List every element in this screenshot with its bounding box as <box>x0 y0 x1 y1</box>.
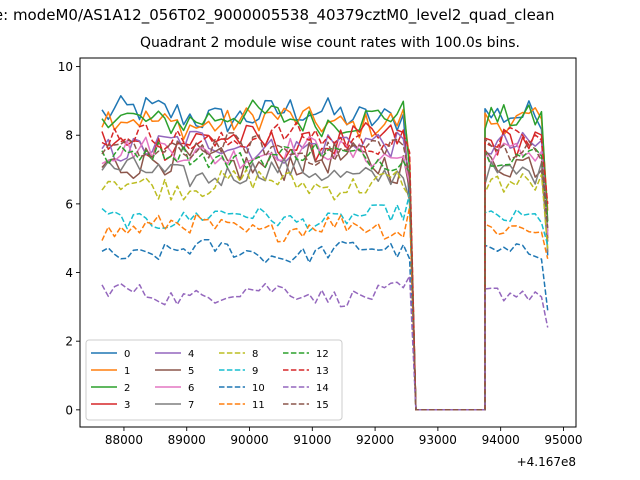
legend-label-4: 4 <box>188 349 194 360</box>
y-tick-label: 6 <box>65 197 73 211</box>
series-line-10 <box>101 238 549 411</box>
y-tick-label: 2 <box>65 335 73 349</box>
legend-label-14: 14 <box>316 383 329 394</box>
chart-title: Quadrant 2 module wise count rates with … <box>140 35 520 51</box>
legend-label-0: 0 <box>124 349 130 360</box>
legend-label-1: 1 <box>124 366 130 377</box>
x-tick-label: 94000 <box>482 433 520 447</box>
legend-label-6: 6 <box>188 383 194 394</box>
x-tick-label: 90000 <box>230 433 268 447</box>
series-layer <box>101 95 549 411</box>
y-tick-label: 0 <box>65 403 73 417</box>
x-tick-label: 92000 <box>356 433 394 447</box>
x-tick-label: 93000 <box>419 433 457 447</box>
legend-label-5: 5 <box>188 366 194 377</box>
series-line-15 <box>101 132 549 411</box>
legend-label-15: 15 <box>316 400 329 411</box>
legend-label-8: 8 <box>252 349 258 360</box>
legend-label-10: 10 <box>252 383 265 394</box>
axes-frame <box>79 57 577 428</box>
y-tick-label: 4 <box>65 266 73 280</box>
y-tick-label: 8 <box>65 129 73 143</box>
legend-label-13: 13 <box>316 366 329 377</box>
ticks-layer: 88000 89000 90000 91000 92000 93000 94000 95000… <box>58 60 583 447</box>
y-tick-label: 10 <box>58 60 73 74</box>
x-offset-label: +4.167e8 <box>517 455 576 469</box>
x-tick-label: 95000 <box>544 433 582 447</box>
x-tick-label: 91000 <box>293 433 331 447</box>
legend-box <box>85 339 343 421</box>
figure-suptitle: n file: modeM0/AS1A12_056T02_9000005538_… <box>0 6 555 24</box>
x-tick-label: 89000 <box>168 433 206 447</box>
legend-label-12: 12 <box>316 349 329 360</box>
legend-label-7: 7 <box>188 400 194 411</box>
legend-label-11: 11 <box>252 400 265 411</box>
legend-label-9: 9 <box>252 366 258 377</box>
legend-label-3: 3 <box>124 400 130 411</box>
x-tick-label: 88000 <box>105 433 143 447</box>
series-line-14 <box>101 275 549 411</box>
legend-label-2: 2 <box>124 383 130 394</box>
